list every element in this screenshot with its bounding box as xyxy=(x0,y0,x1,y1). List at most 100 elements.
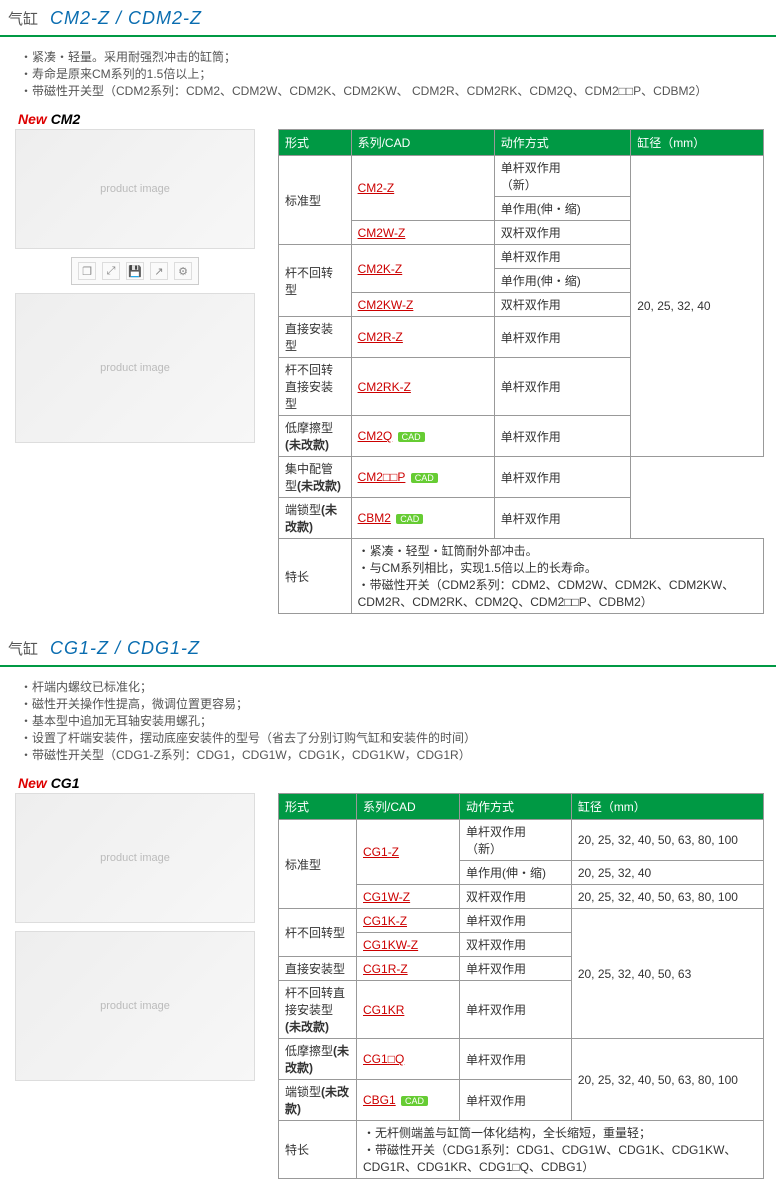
feature-row-item: 无杆侧端盖与缸筒一体化结构，全长缩短，重量轻； xyxy=(363,1124,757,1141)
series-link[interactable]: CG1-Z xyxy=(363,845,399,859)
table-header: 系列/CAD xyxy=(357,794,460,820)
section-label: 气缸 xyxy=(8,8,38,29)
cad-badge: CAD xyxy=(396,514,423,524)
table-row: 特长无杆侧端盖与缸筒一体化结构，全长缩短，重量轻；带磁性开关（CDG1系列：CD… xyxy=(279,1121,764,1179)
feature-item: ・磁性开关操作性提高，微调位置更容易； xyxy=(20,696,776,713)
action-cell: 单杆双作用（新） xyxy=(494,156,630,197)
feature-list: ・紧凑・轻量。采用耐强烈冲击的缸筒；・寿命是原来CM系列的1.5倍以上；・带磁性… xyxy=(20,49,776,99)
series-cell: CM2□□P CAD xyxy=(351,457,494,498)
action-cell: 单杆双作用 xyxy=(460,1080,572,1121)
series-cell: CG1KR xyxy=(357,981,460,1039)
series-link[interactable]: CM2-Z xyxy=(358,181,395,195)
series-cell: CM2W-Z xyxy=(351,221,494,245)
action-cell: 双杆双作用 xyxy=(494,221,630,245)
type-cell: 杆不回转直接安装型(未改款) xyxy=(279,981,357,1039)
action-cell: 单杆双作用 xyxy=(460,1039,572,1080)
table-row: 标准型CG1-Z单杆双作用（新）20, 25, 32, 40, 50, 63, … xyxy=(279,820,764,861)
series-link[interactable]: CG1W-Z xyxy=(363,890,410,904)
content-row: product imageproduct image形式系列/CAD动作方式缸径… xyxy=(0,793,776,1179)
series-cell: CG1K-Z xyxy=(357,909,460,933)
table-header: 形式 xyxy=(279,130,352,156)
table-header: 缸径（mm） xyxy=(631,130,764,156)
section-title: 气缸CM2-Z / CDM2-Z xyxy=(0,4,776,37)
feature-list: ・杆端内螺纹已标准化；・磁性开关操作性提高，微调位置更容易；・基本型中追加无耳轴… xyxy=(20,679,776,763)
layers-icon[interactable]: ❐ xyxy=(78,262,96,280)
feature-row-label: 特长 xyxy=(279,539,352,614)
feature-row-item: 与CM系列相比，实现1.5倍以上的长寿命。 xyxy=(358,559,757,576)
action-cell: 单杆双作用 xyxy=(460,981,572,1039)
table-header: 系列/CAD xyxy=(351,130,494,156)
feature-item: ・杆端内螺纹已标准化； xyxy=(20,679,776,696)
feature-item: ・设置了杆端安装件，摆动底座安装件的型号（省去了分别订购气缸和安装件的时间） xyxy=(20,730,776,747)
action-cell: 单杆双作用 xyxy=(494,245,630,269)
save-icon[interactable]: 💾 xyxy=(126,262,144,280)
action-cell: 单杆双作用 xyxy=(494,416,630,457)
image-toolbar: ❐ ⤢ 💾 ↗ ⚙ xyxy=(71,257,199,285)
feature-row-cell: 紧凑・轻型・缸筒耐外部冲击。与CM系列相比，实现1.5倍以上的长寿命。带磁性开关… xyxy=(351,539,763,614)
series-cell: CG1R-Z xyxy=(357,957,460,981)
share-icon[interactable]: ↗ xyxy=(150,262,168,280)
series-link[interactable]: CM2Q xyxy=(358,429,393,443)
action-cell: 双杆双作用 xyxy=(494,293,630,317)
type-cell: 直接安装型 xyxy=(279,957,357,981)
action-cell: 单杆双作用 xyxy=(460,957,572,981)
expand-icon[interactable]: ⤢ xyxy=(102,262,120,280)
cad-badge: CAD xyxy=(398,432,425,442)
content-row: product image❐⤢💾↗⚙product image形式系列/CAD动… xyxy=(0,129,776,614)
table-row: 低摩擦型(未改款)CG1□Q单杆双作用20, 25, 32, 40, 50, 6… xyxy=(279,1039,764,1080)
series-cell: CM2RK-Z xyxy=(351,358,494,416)
feature-item: ・带磁性开关型（CDM2系列：CDM2、CDM2W、CDM2K、CDM2KW、 … xyxy=(20,83,776,100)
type-cell: 集中配管型(未改款) xyxy=(279,457,352,498)
new-tag: New CM2 xyxy=(18,111,776,127)
series-link[interactable]: CG1KW-Z xyxy=(363,938,418,952)
series-link[interactable]: CG1KR xyxy=(363,1003,404,1017)
bore-cell: 20, 25, 32, 40, 50, 63, 80, 100 xyxy=(571,1039,763,1121)
series-link[interactable]: CM2KW-Z xyxy=(358,298,414,312)
table-row: 集中配管型(未改款)CM2□□P CAD单杆双作用 xyxy=(279,457,764,498)
image-column: product image❐⤢💾↗⚙product image xyxy=(0,129,270,614)
settings-icon[interactable]: ⚙ xyxy=(174,262,192,280)
series-cell: CG1W-Z xyxy=(357,885,460,909)
action-cell: 单杆双作用（新） xyxy=(460,820,572,861)
series-link[interactable]: CBG1 xyxy=(363,1093,396,1107)
feature-row-label: 特长 xyxy=(279,1121,357,1179)
table-header: 缸径（mm） xyxy=(571,794,763,820)
action-cell: 双杆双作用 xyxy=(460,885,572,909)
type-cell: 杆不回转型 xyxy=(279,909,357,957)
series-link[interactable]: CM2R-Z xyxy=(358,330,403,344)
feature-row-item: 紧凑・轻型・缸筒耐外部冲击。 xyxy=(358,542,757,559)
bore-cell: 20, 25, 32, 40, 50, 63, 80, 100 xyxy=(571,885,763,909)
type-cell: 低摩擦型(未改款) xyxy=(279,1039,357,1080)
table-row: 杆不回转型CG1K-Z单杆双作用20, 25, 32, 40, 50, 63 xyxy=(279,909,764,933)
series-link[interactable]: CG1K-Z xyxy=(363,914,407,928)
series-link[interactable]: CBM2 xyxy=(358,511,391,525)
product-image: product image xyxy=(15,931,255,1081)
image-column: product imageproduct image xyxy=(0,793,270,1179)
series-cell: CM2-Z xyxy=(351,156,494,221)
section-title: 气缸CG1-Z / CDG1-Z xyxy=(0,634,776,667)
series-link[interactable]: CG1□Q xyxy=(363,1052,404,1066)
series-link[interactable]: CM2K-Z xyxy=(358,262,403,276)
type-cell: 杆不回转直接安装型 xyxy=(279,358,352,416)
feature-item: ・带磁性开关型（CDG1-Z系列：CDG1，CDG1W，CDG1K，CDG1KW… xyxy=(20,747,776,764)
cad-badge: CAD xyxy=(411,473,438,483)
bore-cell: 20, 25, 32, 40 xyxy=(571,861,763,885)
series-cell: CBM2 CAD xyxy=(351,498,494,539)
series-link[interactable]: CM2□□P xyxy=(358,470,406,484)
table-row: 端锁型(未改款)CBM2 CAD单杆双作用 xyxy=(279,498,764,539)
type-cell: 杆不回转型 xyxy=(279,245,352,317)
type-cell: 低摩擦型(未改款) xyxy=(279,416,352,457)
spec-table: 形式系列/CAD动作方式缸径（mm）标准型CM2-Z单杆双作用（新）20, 25… xyxy=(278,129,764,614)
feature-item: ・寿命是原来CM系列的1.5倍以上； xyxy=(20,66,776,83)
series-link[interactable]: CG1R-Z xyxy=(363,962,408,976)
action-cell: 单杆双作用 xyxy=(494,498,630,539)
product-image: product image xyxy=(15,793,255,923)
bore-cell: 20, 25, 32, 40 xyxy=(631,156,764,457)
series-link[interactable]: CM2RK-Z xyxy=(358,380,411,394)
type-cell: 标准型 xyxy=(279,820,357,909)
series-cell: CG1-Z xyxy=(357,820,460,885)
series-cell: CG1KW-Z xyxy=(357,933,460,957)
series-link[interactable]: CM2W-Z xyxy=(358,226,406,240)
action-cell: 单杆双作用 xyxy=(460,909,572,933)
bore-cell: 20, 25, 32, 40, 50, 63, 80, 100 xyxy=(571,820,763,861)
